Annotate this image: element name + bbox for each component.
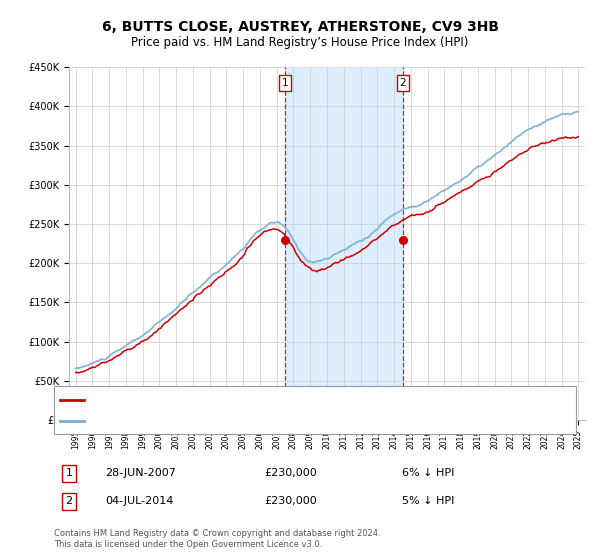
Text: 1: 1 xyxy=(282,78,289,88)
Text: £230,000: £230,000 xyxy=(264,468,317,478)
Bar xyxy=(285,67,403,420)
Text: 04-JUL-2014: 04-JUL-2014 xyxy=(105,496,173,506)
Text: Price paid vs. HM Land Registry’s House Price Index (HPI): Price paid vs. HM Land Registry’s House … xyxy=(131,36,469,49)
Text: 5% ↓ HPI: 5% ↓ HPI xyxy=(402,496,454,506)
Text: 6, BUTTS CLOSE, AUSTREY, ATHERSTONE, CV9 3HB (detached house): 6, BUTTS CLOSE, AUSTREY, ATHERSTONE, CV9… xyxy=(90,395,452,405)
Text: 6, BUTTS CLOSE, AUSTREY, ATHERSTONE, CV9 3HB: 6, BUTTS CLOSE, AUSTREY, ATHERSTONE, CV9… xyxy=(101,20,499,34)
Text: HPI: Average price, detached house, North Warwickshire: HPI: Average price, detached house, Nort… xyxy=(90,416,385,426)
Text: 6% ↓ HPI: 6% ↓ HPI xyxy=(402,468,454,478)
Text: 2: 2 xyxy=(65,496,73,506)
Text: £230,000: £230,000 xyxy=(264,496,317,506)
Text: Contains HM Land Registry data © Crown copyright and database right 2024.
This d: Contains HM Land Registry data © Crown c… xyxy=(54,529,380,549)
Text: 28-JUN-2007: 28-JUN-2007 xyxy=(105,468,176,478)
Text: 1: 1 xyxy=(65,468,73,478)
Text: 2: 2 xyxy=(400,78,406,88)
